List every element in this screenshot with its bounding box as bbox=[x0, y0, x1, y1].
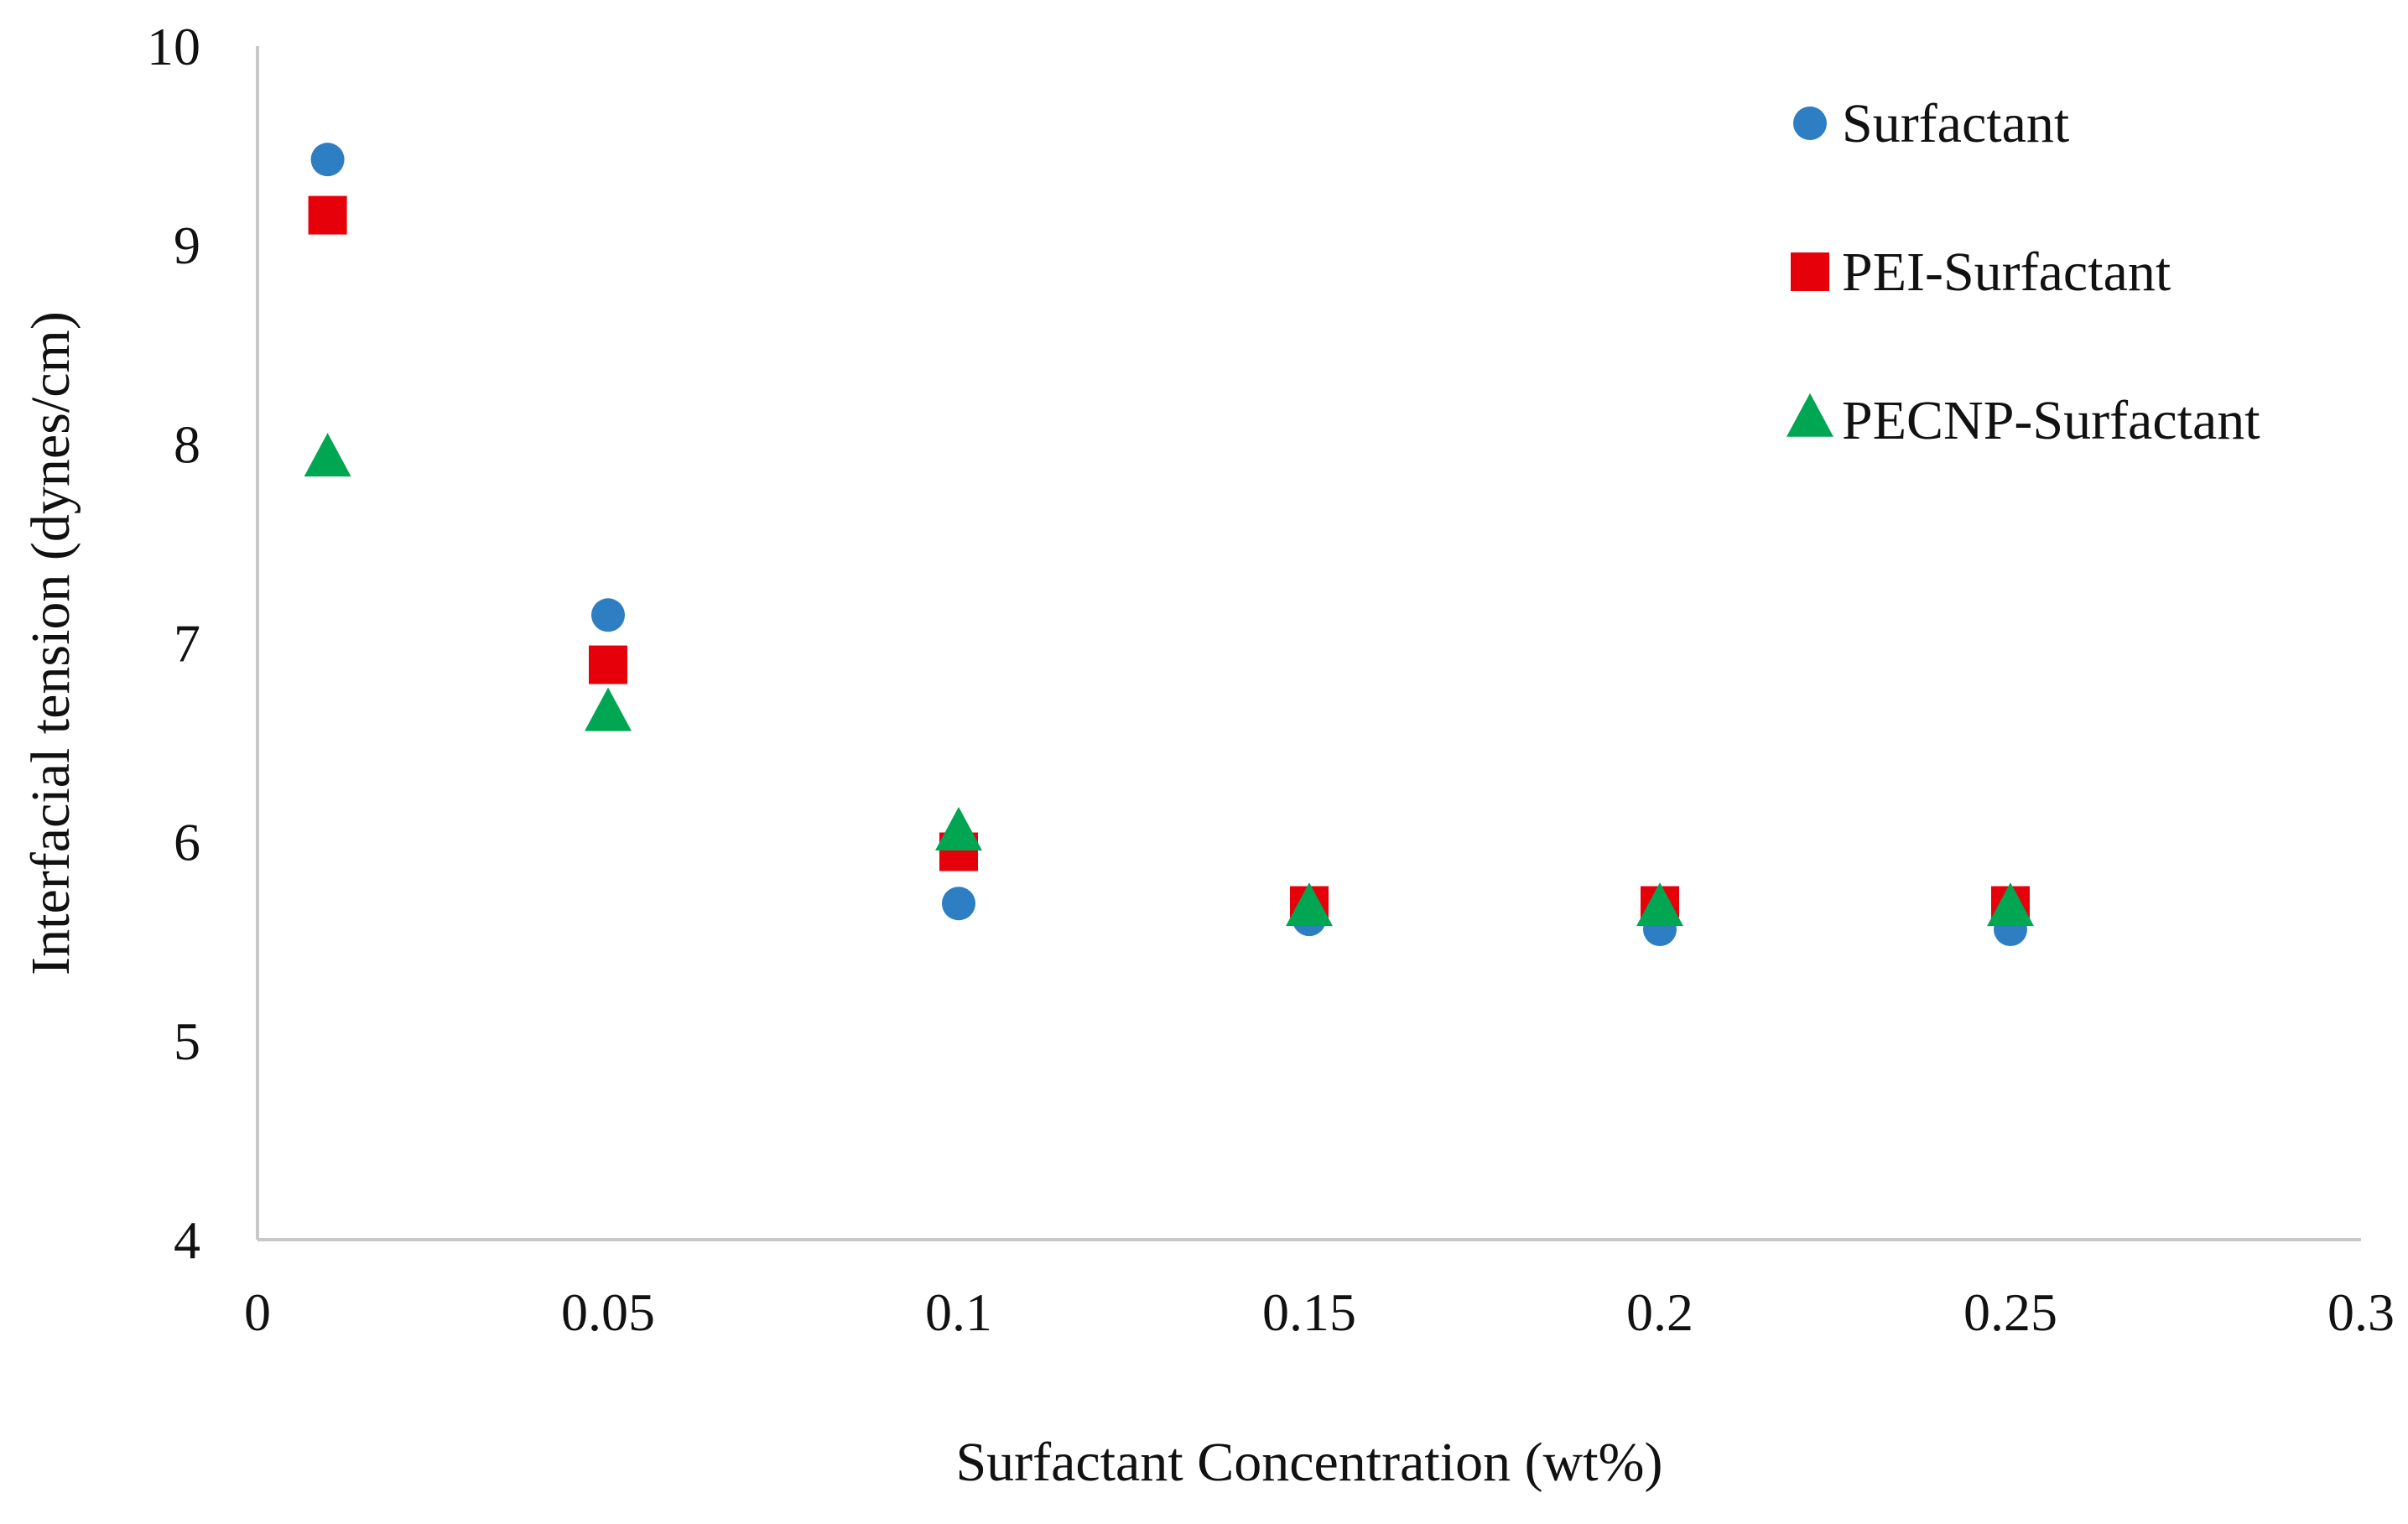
axes bbox=[256, 46, 2361, 1241]
legend-triangle-marker bbox=[1786, 393, 1833, 437]
x-tick-label: 0.05 bbox=[561, 1282, 655, 1342]
y-tick-label: 10 bbox=[147, 17, 200, 76]
triangle-data-point bbox=[585, 687, 632, 731]
y-tick-labels: 4 5 6 7 8 9 10 bbox=[147, 17, 200, 1270]
y-tick-label: 8 bbox=[174, 414, 200, 474]
y-tick-label: 9 bbox=[174, 216, 200, 275]
legend-square-marker bbox=[1791, 252, 1829, 291]
x-tick-label: 0.25 bbox=[1963, 1282, 2057, 1342]
legend-item: PECNP-Surfactant bbox=[1786, 390, 2260, 451]
triangle-data-point bbox=[1636, 882, 1683, 927]
y-tick-label: 4 bbox=[174, 1210, 200, 1270]
series-pei-surfactant bbox=[308, 195, 2030, 925]
legend-label: PECNP-Surfactant bbox=[1842, 390, 2260, 451]
legend-item: Surfactant bbox=[1793, 93, 2069, 154]
x-tick-label: 0.1 bbox=[925, 1282, 992, 1342]
legend-label: PEI-Surfactant bbox=[1842, 242, 2171, 303]
legend-label: Surfactant bbox=[1842, 93, 2069, 154]
series-pecnp-surfactant bbox=[304, 433, 2034, 927]
circle-data-point bbox=[310, 143, 345, 177]
legend-circle-marker bbox=[1793, 107, 1827, 140]
triangle-data-point bbox=[935, 806, 982, 850]
x-tick-label: 0.15 bbox=[1262, 1282, 1356, 1342]
x-tick-label: 0.3 bbox=[2327, 1282, 2395, 1342]
square-data-point bbox=[589, 645, 627, 684]
circle-data-point bbox=[942, 887, 975, 921]
triangle-data-point bbox=[304, 433, 351, 477]
legend-item: PEI-Surfactant bbox=[1791, 242, 2171, 303]
series-surfactant bbox=[310, 143, 2027, 947]
y-tick-label: 6 bbox=[174, 813, 200, 872]
x-tick-labels: 0 0.05 0.1 0.15 0.2 0.25 0.3 bbox=[244, 1282, 2395, 1342]
legend: Surfactant PEI-Surfactant PECNP-Surfactant bbox=[1786, 93, 2260, 451]
circle-data-point bbox=[591, 598, 625, 632]
square-data-point bbox=[308, 195, 347, 235]
x-tick-label: 0.2 bbox=[1626, 1282, 1693, 1342]
y-tick-label: 5 bbox=[174, 1012, 200, 1071]
x-axis-title: Surfactant Concentration (wt%) bbox=[955, 1432, 1662, 1493]
triangle-data-point bbox=[1286, 882, 1333, 927]
y-tick-label: 7 bbox=[174, 614, 200, 674]
data-points bbox=[304, 143, 2034, 947]
x-tick-label: 0 bbox=[244, 1282, 271, 1342]
y-axis-title: Interfacial tension (dynes/cm) bbox=[20, 311, 81, 975]
triangle-data-point bbox=[1987, 882, 2034, 927]
